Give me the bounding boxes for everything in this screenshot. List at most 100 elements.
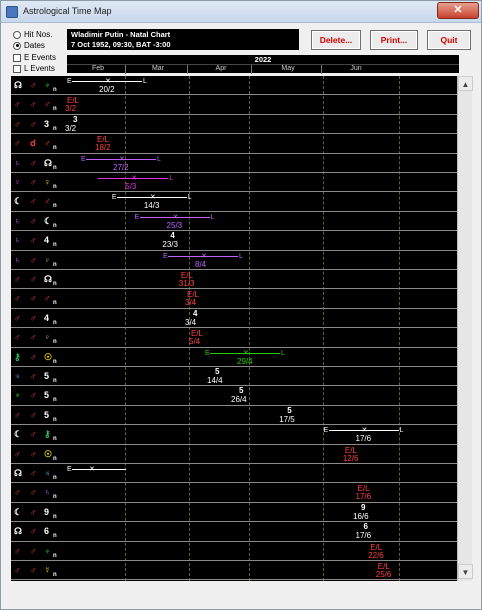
- row-divider: [11, 443, 457, 445]
- year-header: 2022: [67, 55, 459, 64]
- el-event-marker[interactable]: E/L: [67, 96, 80, 106]
- row-divider: [11, 288, 457, 290]
- natal-planet-icon: 9: [44, 506, 50, 517]
- option-l-events[interactable]: L Events: [13, 64, 55, 73]
- aspect-icon: ♂: [30, 448, 37, 459]
- event-date-label: 5/3: [125, 182, 137, 191]
- el-event-marker[interactable]: E/L: [377, 562, 390, 571]
- event-start-marker: E: [67, 466, 72, 473]
- title-bar: Astrological Time Map ✕: [1, 1, 481, 23]
- event-span-bar[interactable]: [168, 255, 238, 257]
- dates-radio[interactable]: [13, 41, 21, 50]
- event-date-label: 3/4: [185, 317, 197, 327]
- close-window-button[interactable]: ✕: [437, 2, 479, 19]
- row-divider: [11, 210, 457, 212]
- row-divider: [11, 94, 457, 96]
- natal-suffix: n: [53, 261, 57, 268]
- el-event-marker[interactable]: E/L: [191, 329, 204, 339]
- el-event-marker[interactable]: E/L: [357, 484, 370, 494]
- window-title: Astrological Time Map: [23, 6, 112, 16]
- transit-planet-icon: ♆: [14, 390, 21, 401]
- aspect-icon: ♂: [30, 545, 37, 556]
- event-date-label: 17/6: [355, 434, 372, 444]
- event-span-bar[interactable]: [72, 469, 126, 470]
- option-dates[interactable]: Dates: [13, 41, 45, 50]
- natal-suffix: n: [53, 319, 57, 326]
- option-e-events[interactable]: E Events: [13, 53, 56, 62]
- hit-number[interactable]: 4: [193, 308, 198, 318]
- event-span-bar[interactable]: [139, 216, 210, 218]
- natal-suffix: n: [53, 300, 57, 307]
- event-date-label: 17/5: [279, 414, 295, 424]
- event-span-bar[interactable]: [210, 352, 280, 354]
- el-event-marker[interactable]: E/L: [180, 271, 193, 280]
- exact-date-marker: ✕: [172, 213, 179, 221]
- aspect-icon: ♂: [30, 99, 37, 110]
- event-end-marker: L: [239, 252, 243, 260]
- aspect-icon: ♂: [30, 351, 37, 362]
- hit-number[interactable]: 5: [215, 367, 220, 376]
- transit-planet-icon: ♂: [14, 332, 21, 343]
- quit-button[interactable]: Quit: [427, 30, 471, 50]
- hit-number[interactable]: 6: [363, 522, 368, 532]
- row-divider: [11, 191, 457, 193]
- el-event-marker[interactable]: E/L: [97, 135, 110, 145]
- row-divider: [11, 113, 457, 115]
- hit-number[interactable]: 5: [287, 405, 292, 415]
- event-span-bar[interactable]: [328, 430, 399, 432]
- event-start-marker: E: [205, 349, 210, 357]
- month-label: Apr: [215, 65, 227, 72]
- e-events-label: E Events: [24, 53, 57, 62]
- natal-planet-icon: ♂: [44, 99, 51, 110]
- event-date-label: 12/6: [342, 453, 359, 463]
- transit-planet-icon: ☾: [14, 506, 23, 517]
- subject-details: 7 Oct 1952, 09:30, BAT -3:00: [71, 39, 171, 49]
- row-divider: [11, 133, 457, 135]
- print-button[interactable]: Print...: [370, 30, 418, 50]
- hit-number[interactable]: 3: [73, 114, 78, 124]
- scroll-down-icon[interactable]: ▼: [458, 564, 473, 579]
- hit-number[interactable]: 9: [361, 502, 366, 512]
- natal-planet-icon: 5: [44, 371, 50, 381]
- exact-date-marker: ✕: [361, 427, 368, 435]
- event-span-bar[interactable]: [98, 178, 169, 179]
- natal-suffix: n: [53, 572, 57, 578]
- hit-number[interactable]: 4: [170, 231, 175, 241]
- el-event-marker[interactable]: E/L: [370, 542, 383, 552]
- event-date-label: 8/4: [195, 259, 207, 269]
- vertical-scrollbar[interactable]: ▲ ▼: [457, 76, 473, 581]
- e-events-checkbox[interactable]: [13, 53, 21, 62]
- transit-planet-icon: ♂: [14, 565, 21, 575]
- transit-planet-icon: ☊: [14, 526, 22, 537]
- event-span-bar[interactable]: [72, 81, 142, 82]
- el-event-marker[interactable]: E/L: [344, 445, 357, 455]
- event-date-label: 3/2: [65, 123, 77, 133]
- el-event-marker[interactable]: E/L: [187, 290, 200, 300]
- transit-planet-icon: ☾: [14, 196, 23, 207]
- exact-date-marker: ✕: [105, 78, 111, 85]
- natal-planet-icon: ♀: [44, 177, 51, 187]
- transit-planet-icon: ♄: [14, 254, 21, 265]
- hit-nos-radio[interactable]: [13, 30, 21, 39]
- natal-planet-icon: 3: [44, 118, 50, 129]
- natal-planet-icon: 4: [44, 235, 50, 246]
- aspect-icon: ☌: [30, 138, 37, 149]
- natal-suffix: n: [53, 281, 57, 287]
- aspect-icon: ♂: [30, 332, 37, 343]
- row-divider: [11, 327, 457, 329]
- event-span-bar[interactable]: [86, 158, 156, 160]
- natal-suffix: n: [53, 222, 57, 229]
- hit-number[interactable]: 5: [239, 386, 244, 396]
- natal-suffix: n: [53, 552, 57, 559]
- l-events-checkbox[interactable]: [13, 64, 21, 73]
- event-span-bar[interactable]: [116, 197, 187, 199]
- natal-suffix: n: [53, 106, 57, 113]
- aspect-icon: ♂: [30, 506, 37, 517]
- natal-planet-icon: 6: [44, 526, 50, 537]
- natal-planet-icon: ♂: [44, 138, 51, 149]
- scroll-up-icon[interactable]: ▲: [458, 76, 473, 91]
- option-hit-nos[interactable]: Hit Nos.: [13, 30, 52, 39]
- delete-button[interactable]: Delete...: [311, 30, 361, 50]
- aspect-icon: ♂: [30, 293, 37, 304]
- natal-planet-icon: ♆: [44, 80, 51, 90]
